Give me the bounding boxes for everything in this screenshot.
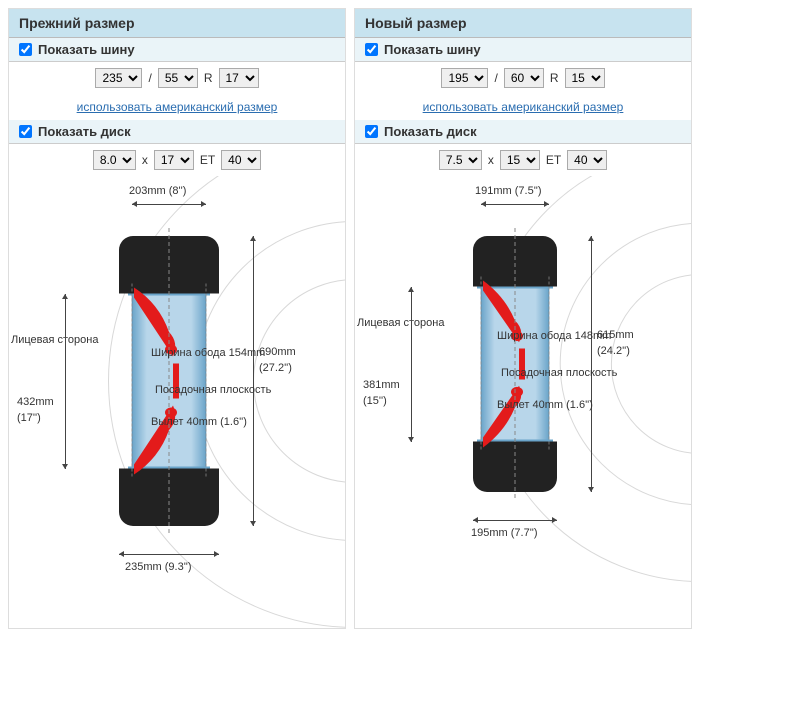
overall-height-label-2: (27.2''): [259, 361, 292, 375]
right-tire-r: R: [550, 71, 559, 85]
rim-inner-width-label: Ширина обода 148mm: [497, 329, 611, 343]
seat-plane-label: Посадочная плоскость: [501, 366, 617, 380]
right-column: Новый размер Показать шину 195 / 60 R 15…: [354, 8, 692, 629]
face-side-label: Лицевая сторона: [357, 316, 444, 330]
rim-inner-width-label: Ширина обода 154mm: [151, 346, 265, 360]
right-show-tire-label: Показать шину: [384, 42, 481, 57]
right-diagram: 191mm (7.5'')195mm (7.7'')615mm(24.2'')Л…: [355, 176, 691, 628]
left-header: Прежний размер: [9, 9, 345, 38]
rim-width-label: 191mm (7.5''): [475, 184, 542, 198]
dimension-arrow-horizontal: [473, 520, 557, 521]
comparison-container: Прежний размер Показать шину 235 / 55 R …: [0, 0, 787, 637]
left-disc-width-select[interactable]: 8.0: [93, 150, 136, 170]
dimension-arrow-vertical: [65, 294, 66, 469]
hub-diam-label-1: 432mm: [17, 395, 54, 409]
right-tire-size-row: 195 / 60 R 15: [355, 62, 691, 94]
right-disc-et-select[interactable]: 40: [567, 150, 607, 170]
right-header: Новый размер: [355, 9, 691, 38]
left-tire-sep1: /: [148, 71, 151, 85]
left-show-disc-checkbox[interactable]: [19, 125, 32, 138]
right-show-disc-label: Показать диск: [384, 124, 477, 139]
hub-diam-label-2: (17''): [17, 411, 41, 425]
right-show-tire-checkbox[interactable]: [365, 43, 378, 56]
right-show-disc-checkbox[interactable]: [365, 125, 378, 138]
left-tire-width-select[interactable]: 235: [95, 68, 142, 88]
dimension-arrow-horizontal: [119, 554, 219, 555]
right-disc-et-label: ET: [546, 153, 561, 167]
tire-width-label: 235mm (9.3''): [125, 560, 192, 574]
left-tire-ratio-select[interactable]: 55: [158, 68, 198, 88]
right-tire-ratio-select[interactable]: 60: [504, 68, 544, 88]
right-tire-diam-select[interactable]: 15: [565, 68, 605, 88]
dimension-arrow-horizontal: [481, 204, 549, 205]
left-disc-et-select[interactable]: 40: [221, 150, 261, 170]
dimension-arrow-vertical: [591, 236, 592, 492]
left-show-disc-label: Показать диск: [38, 124, 131, 139]
right-american-link[interactable]: использовать американский размер: [355, 94, 691, 120]
left-disc-x: x: [142, 153, 148, 167]
dimension-arrow-vertical: [411, 287, 412, 442]
right-tire-width-select[interactable]: 195: [441, 68, 488, 88]
hub-diam-label-1: 381mm: [363, 378, 400, 392]
left-disc-size-row: 8.0 x 17 ET 40: [9, 144, 345, 176]
left-column: Прежний размер Показать шину 235 / 55 R …: [8, 8, 346, 629]
left-show-disc-row: Показать диск: [9, 120, 345, 144]
right-disc-x: x: [488, 153, 494, 167]
left-show-tire-label: Показать шину: [38, 42, 135, 57]
tire-width-label: 195mm (7.7''): [471, 526, 538, 540]
dimension-arrow-vertical: [253, 236, 254, 526]
left-tire-diam-select[interactable]: 17: [219, 68, 259, 88]
right-tire-sep1: /: [494, 71, 497, 85]
left-disc-diam-select[interactable]: 17: [154, 150, 194, 170]
overall-height-label-2: (24.2''): [597, 344, 630, 358]
offset-label: Вылет 40mm (1.6''): [151, 415, 247, 429]
right-disc-width-select[interactable]: 7.5: [439, 150, 482, 170]
dimension-arrow-horizontal: [132, 204, 206, 205]
left-show-tire-checkbox[interactable]: [19, 43, 32, 56]
seat-plane-label: Посадочная плоскость: [155, 383, 271, 397]
right-disc-size-row: 7.5 x 15 ET 40: [355, 144, 691, 176]
face-side-label: Лицевая сторона: [11, 333, 98, 347]
left-disc-et-label: ET: [200, 153, 215, 167]
left-american-link[interactable]: использовать американский размер: [9, 94, 345, 120]
offset-label: Вылет 40mm (1.6''): [497, 398, 593, 412]
hub-diam-label-2: (15''): [363, 394, 387, 408]
left-tire-size-row: 235 / 55 R 17: [9, 62, 345, 94]
left-tire-r: R: [204, 71, 213, 85]
right-show-tire-row: Показать шину: [355, 38, 691, 62]
rim-width-label: 203mm (8''): [129, 184, 186, 198]
left-diagram: 203mm (8'')235mm (9.3'')690mm(27.2'')Лиц…: [9, 176, 345, 628]
right-disc-diam-select[interactable]: 15: [500, 150, 540, 170]
left-show-tire-row: Показать шину: [9, 38, 345, 62]
right-show-disc-row: Показать диск: [355, 120, 691, 144]
